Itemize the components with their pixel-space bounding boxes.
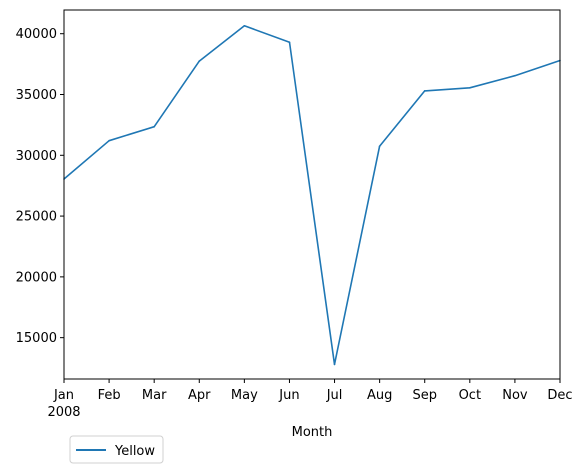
y-tick-label: 20000 [16,270,57,285]
data-point-sep [423,90,426,92]
data-point-aug [378,145,381,147]
data-point-jun [288,41,291,44]
data-point-apr [198,60,201,62]
x-tick-label-aug: Aug [367,388,392,403]
data-point-feb [108,139,110,142]
x-axis-ticks: Jan Feb Mar Apr May Jun Jul Aug Sep Oct Nov Dec [53,379,573,403]
y-tick-label: 35000 [16,88,57,103]
legend: Yellow [69,435,164,464]
data-point-may [243,25,246,27]
y-tick-label: 40000 [16,27,57,42]
y-tick-label: 30000 [16,149,57,164]
x-axis-label: Month [292,425,333,440]
y-axis-ticks: 15000 20000 25000 30000 35000 40000 [16,27,64,346]
x-axis-year-label: 2008 [47,405,80,420]
x-tick-label-oct: Oct [459,388,481,403]
y-tick-label: 15000 [16,331,57,346]
x-tick-label-jun: Jun [278,388,299,403]
x-tick-label-mar: Mar [142,388,167,403]
x-tick-label-sep: Sep [412,388,437,403]
data-point-jul [333,363,336,366]
x-tick-label-may: May [231,388,258,403]
x-tick-label-dec: Dec [547,388,572,403]
plot-area-frame [63,9,561,380]
x-tick-label-feb: Feb [98,388,121,403]
data-point-mar [153,125,155,128]
series-layer [63,24,561,366]
legend-entry-yellow: Yellow [114,444,155,459]
x-tick-label-jul: Jul [326,388,343,403]
data-point-oct [469,87,471,89]
x-tick-label-nov: Nov [502,388,528,403]
y-tick-label: 25000 [16,210,57,225]
series-line-yellow [63,24,561,366]
x-tick-label-apr: Apr [188,388,211,403]
x-tick-label-jan: Jan [53,388,74,403]
data-point-nov [514,74,516,77]
legend-box [69,435,164,464]
